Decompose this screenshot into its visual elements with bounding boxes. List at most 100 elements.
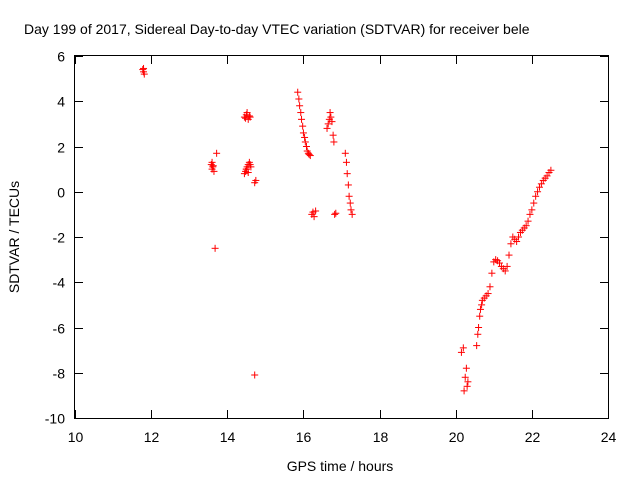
x-tick-label: 14 [220, 429, 236, 445]
data-point [342, 158, 350, 166]
data-point [213, 149, 221, 157]
data-point [140, 64, 148, 72]
data-point [209, 162, 217, 170]
data-point [522, 222, 530, 230]
data-point [346, 199, 354, 207]
data-point [329, 131, 337, 139]
data-point [515, 233, 523, 241]
data-point [341, 149, 349, 157]
data-point [211, 244, 219, 252]
data-point [324, 120, 332, 128]
data-point [305, 150, 313, 158]
data-point [534, 188, 542, 196]
data-point [537, 180, 545, 188]
data-point [331, 210, 339, 218]
y-tick-label: -4 [53, 275, 66, 291]
data-point [464, 378, 472, 386]
data-point [344, 181, 352, 189]
data-point [476, 305, 484, 313]
data-point [461, 373, 469, 381]
data-point [473, 342, 481, 350]
data-point [312, 207, 320, 215]
y-tick-label: 2 [57, 140, 65, 156]
data-point [301, 138, 309, 146]
data-point [507, 240, 515, 248]
y-tick-label: -2 [53, 230, 66, 246]
data-point [476, 312, 484, 320]
data-point [526, 210, 534, 218]
data-point [295, 95, 303, 103]
data-point [326, 109, 334, 117]
data-point [306, 152, 314, 160]
data-point [345, 192, 353, 200]
data-point [484, 290, 492, 298]
data-point [524, 217, 532, 225]
data-point [532, 192, 540, 200]
x-axis: 10 12 14 16 18 20 22 24 [68, 56, 617, 445]
data-point [251, 371, 259, 379]
data-point [475, 324, 483, 331]
data-point [463, 382, 471, 390]
data-point [486, 283, 494, 291]
data-point [297, 109, 305, 117]
data-point [208, 158, 216, 166]
y-tick-label: -6 [53, 321, 66, 337]
data-point [299, 122, 307, 130]
x-tick-label: 20 [449, 429, 465, 445]
data-point [140, 70, 148, 78]
data-points [139, 64, 555, 395]
data-point [535, 183, 543, 191]
data-point [501, 267, 509, 275]
data-point [302, 143, 310, 150]
data-point [459, 344, 467, 352]
x-tick-label: 18 [373, 429, 389, 445]
data-point [330, 138, 338, 146]
x-tick-label: 10 [68, 429, 84, 445]
data-point [328, 118, 336, 126]
data-point [505, 251, 513, 259]
data-point [457, 348, 465, 356]
data-point [246, 113, 254, 121]
data-point [503, 262, 511, 270]
data-point [530, 199, 538, 207]
data-point [323, 124, 331, 132]
data-point [247, 163, 255, 171]
x-tick-label: 12 [144, 429, 160, 445]
data-point [310, 213, 318, 221]
x-tick-label: 22 [525, 429, 541, 445]
data-point [245, 112, 253, 120]
data-point [332, 209, 340, 217]
y-tick-label: 0 [57, 185, 65, 201]
data-point [478, 301, 486, 309]
y-tick-label: -10 [45, 411, 65, 427]
data-point [327, 113, 335, 121]
y-tick-label: 6 [57, 49, 65, 65]
data-point [474, 330, 482, 338]
data-point [513, 238, 521, 246]
data-point [462, 364, 470, 372]
chart-title: Day 199 of 2017, Sidereal Day-to-day VTE… [24, 21, 530, 37]
y-tick-label: -8 [53, 366, 66, 382]
data-point [348, 210, 356, 218]
data-point [299, 129, 307, 137]
plot-frame [74, 55, 609, 419]
data-point [252, 176, 260, 184]
data-point [244, 169, 252, 177]
data-point [343, 170, 351, 178]
data-point [242, 114, 250, 122]
y-axis: -10 -8 -6 -4 -2 0 2 4 6 [45, 49, 608, 427]
data-point [547, 166, 555, 174]
data-point [294, 88, 302, 96]
y-axis-label: SDTVAR / TECUs [6, 181, 22, 293]
data-point [347, 206, 355, 214]
data-point [488, 269, 496, 277]
data-point [296, 102, 304, 110]
x-tick-label: 24 [601, 429, 617, 445]
data-point [301, 133, 309, 141]
x-axis-label: GPS time / hours [287, 458, 394, 474]
data-point [298, 115, 306, 123]
data-point [210, 167, 218, 175]
data-point [528, 206, 536, 214]
data-point [460, 387, 468, 395]
